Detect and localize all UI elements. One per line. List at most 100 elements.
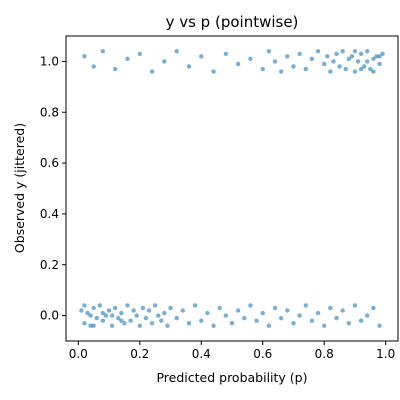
- data-point-y0: [272, 305, 278, 311]
- data-point-y1: [297, 51, 302, 56]
- data-point-y0: [186, 321, 192, 326]
- data-point-y1: [199, 54, 204, 59]
- data-point-y0: [125, 303, 130, 308]
- x-tick-label: 0.6: [253, 347, 272, 361]
- data-point-y0: [103, 313, 109, 318]
- data-point-y1: [340, 49, 345, 54]
- data-point-y0: [91, 305, 96, 311]
- data-point-y1: [272, 59, 278, 64]
- data-point-y0: [229, 321, 235, 326]
- data-point-y0: [159, 318, 164, 323]
- data-point-y1: [368, 66, 373, 72]
- data-point-y1: [374, 54, 379, 59]
- data-point-y0: [309, 318, 315, 323]
- y-tick-label: 1.0: [40, 54, 59, 68]
- data-point-y0: [143, 315, 149, 321]
- data-point-y0: [82, 321, 87, 326]
- x-tick-label: 0.8: [315, 347, 334, 361]
- data-point-y0: [88, 313, 93, 318]
- data-point-y0: [100, 318, 106, 323]
- data-point-y0: [109, 313, 115, 318]
- data-point-y1: [334, 51, 339, 56]
- x-tick-label: 0.0: [69, 347, 88, 361]
- y-tick-label: 0.8: [40, 105, 59, 119]
- data-point-y0: [285, 308, 290, 313]
- x-tick-label: 0.4: [192, 347, 211, 361]
- data-point-y0: [377, 323, 382, 328]
- data-point-y1: [248, 56, 253, 62]
- data-point-y1: [358, 51, 364, 56]
- data-point-y0: [334, 315, 339, 321]
- data-point-y0: [156, 313, 161, 318]
- data-point-y0: [211, 323, 216, 328]
- plot-frame: [65, 35, 399, 342]
- data-point-y0: [266, 323, 272, 328]
- data-point-y1: [91, 64, 96, 69]
- data-point-y0: [128, 318, 133, 323]
- data-point-y1: [266, 49, 272, 54]
- data-point-y0: [217, 305, 222, 311]
- data-point-y1: [322, 61, 327, 67]
- data-point-y0: [315, 310, 321, 316]
- data-point-y0: [109, 323, 115, 328]
- y-tick-label: 0.0: [40, 309, 59, 323]
- data-point-y1: [125, 56, 130, 62]
- data-point-y1: [346, 56, 352, 62]
- data-point-y1: [358, 66, 364, 72]
- data-point-y1: [371, 56, 376, 62]
- data-point-y1: [285, 54, 290, 59]
- data-point-y0: [352, 303, 358, 308]
- data-point-y1: [174, 49, 179, 54]
- data-point-y1: [235, 61, 241, 67]
- data-point-y0: [85, 310, 90, 316]
- data-point-y1: [149, 69, 155, 74]
- data-point-y1: [137, 51, 142, 56]
- data-point-y0: [297, 313, 302, 318]
- data-point-y0: [146, 308, 152, 313]
- data-point-y0: [371, 305, 376, 311]
- data-point-y0: [82, 303, 87, 308]
- data-point-y1: [365, 59, 370, 64]
- data-point-y1: [211, 69, 216, 74]
- points-layer: [79, 49, 385, 328]
- data-point-y0: [199, 318, 204, 323]
- data-point-y1: [325, 54, 330, 59]
- data-point-y0: [94, 315, 99, 321]
- data-point-y1: [371, 69, 376, 74]
- data-point-y0: [140, 305, 146, 311]
- data-point-y0: [88, 323, 93, 328]
- data-point-y0: [152, 303, 158, 308]
- y-tick-label: 0.6: [40, 156, 59, 170]
- data-point-y1: [377, 54, 382, 59]
- data-point-y1: [278, 69, 284, 74]
- data-point-y0: [248, 303, 253, 308]
- data-point-y0: [322, 323, 327, 328]
- x-tick-label: 0.2: [130, 347, 149, 361]
- x-tick-label: 1.0: [376, 347, 395, 361]
- data-point-y0: [131, 308, 136, 313]
- data-point-y0: [168, 305, 173, 311]
- data-point-y1: [349, 54, 355, 59]
- data-point-y1: [343, 66, 348, 72]
- y-tick-label: 0.2: [40, 258, 59, 272]
- data-point-y1: [186, 64, 192, 69]
- data-point-y0: [91, 323, 96, 328]
- data-point-y0: [223, 313, 229, 318]
- x-axis: 0.0 0.2 0.4 0.6 0.8 1.0: [69, 341, 395, 361]
- data-point-y1: [355, 59, 361, 64]
- data-point-y0: [119, 318, 124, 323]
- y-axis: 0.0 0.2 0.4 0.6 0.8 1.0: [40, 54, 66, 323]
- data-point-y0: [119, 310, 124, 316]
- data-point-y0: [278, 315, 284, 321]
- data-point-y0: [291, 321, 296, 326]
- data-point-y0: [328, 305, 333, 311]
- data-point-y0: [303, 303, 308, 308]
- data-point-y0: [242, 315, 247, 321]
- data-point-y0: [205, 310, 210, 316]
- data-point-y0: [235, 308, 241, 313]
- data-point-y1: [377, 61, 382, 67]
- data-point-y0: [165, 323, 170, 328]
- data-point-y0: [122, 321, 127, 326]
- data-point-y0: [134, 313, 139, 318]
